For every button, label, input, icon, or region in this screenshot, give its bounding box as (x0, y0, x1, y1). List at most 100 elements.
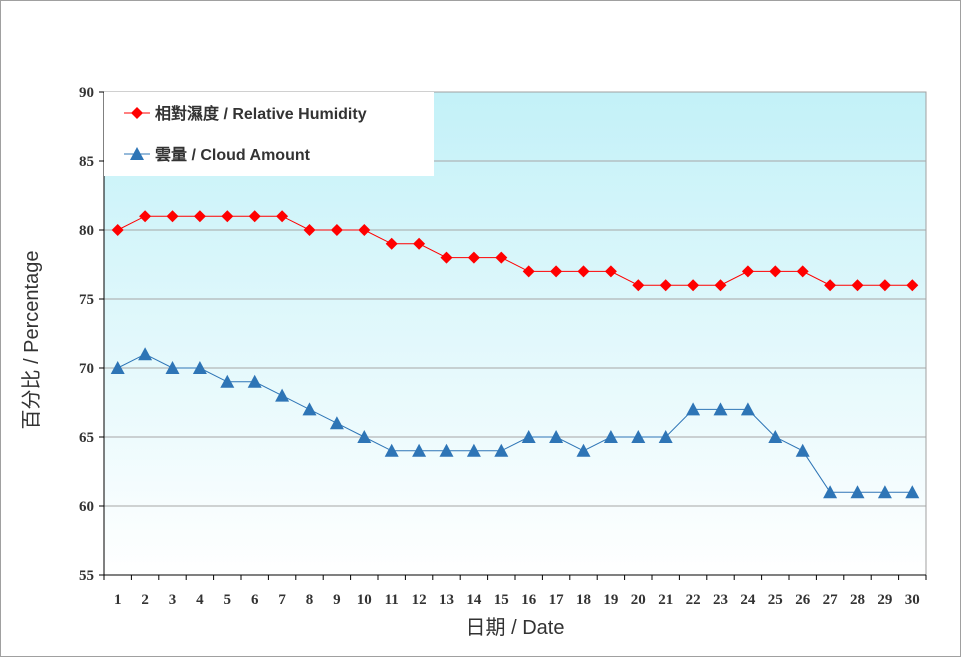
x-tick-label: 29 (877, 592, 892, 608)
data-point-humidity (878, 279, 891, 292)
x-tick-label: 28 (850, 592, 865, 608)
data-point-cloud (384, 443, 399, 457)
x-tick-label: 25 (768, 592, 783, 608)
data-point-cloud (220, 374, 235, 388)
x-tick-label: 5 (224, 592, 232, 608)
data-point-humidity (632, 279, 645, 292)
y-tick-label: 65 (79, 430, 94, 446)
data-point-humidity (221, 210, 234, 223)
x-tick-label: 26 (795, 592, 811, 608)
data-point-cloud (795, 443, 810, 457)
data-point-cloud (823, 485, 838, 499)
x-tick-label: 4 (196, 592, 204, 608)
legend-label-humidity: 相對濕度 / Relative Humidity (155, 104, 367, 123)
x-tick-label: 16 (521, 592, 537, 608)
data-point-humidity (276, 210, 289, 223)
data-point-cloud (713, 402, 728, 416)
y-tick-label: 60 (79, 499, 94, 515)
data-point-humidity (440, 251, 453, 264)
data-point-cloud (768, 430, 783, 443)
y-tick-label: 70 (79, 361, 94, 377)
data-point-cloud (549, 430, 564, 443)
data-point-cloud (850, 485, 865, 499)
data-point-cloud (686, 402, 701, 416)
data-point-cloud (603, 430, 618, 443)
data-point-cloud (877, 485, 892, 499)
y-axis-title: 百分比 / Percentage (20, 251, 43, 430)
data-point-cloud (192, 361, 207, 374)
x-tick-label: 2 (141, 592, 149, 608)
legend-diamond-icon (131, 107, 143, 119)
data-point-cloud (631, 430, 646, 443)
data-point-humidity (139, 210, 152, 223)
data-point-humidity (248, 210, 261, 223)
x-tick-label: 19 (603, 592, 618, 608)
data-point-humidity (687, 279, 700, 292)
data-point-humidity (193, 210, 206, 223)
data-point-cloud (905, 485, 920, 499)
x-tick-label: 10 (357, 592, 372, 608)
x-tick-label: 7 (278, 592, 286, 608)
data-point-humidity (358, 224, 371, 236)
data-point-cloud (494, 443, 509, 457)
data-point-humidity (522, 265, 535, 278)
data-point-cloud (439, 443, 454, 457)
data-point-humidity (577, 265, 590, 278)
data-point-humidity (303, 224, 316, 236)
data-point-humidity (385, 237, 398, 250)
data-point-cloud (110, 361, 125, 374)
data-point-cloud (466, 443, 481, 457)
data-point-cloud (302, 402, 317, 416)
x-tick-label: 23 (713, 592, 728, 608)
data-point-cloud (658, 430, 673, 443)
x-tick-label: 21 (658, 592, 673, 608)
data-point-humidity (604, 265, 617, 278)
y-tick-label: 90 (79, 85, 94, 101)
x-tick-label: 9 (333, 592, 341, 608)
data-point-humidity (851, 279, 864, 292)
x-tick-label: 27 (823, 592, 839, 608)
data-point-humidity (413, 237, 426, 250)
data-point-cloud (576, 443, 591, 457)
x-tick-label: 17 (549, 592, 565, 608)
x-axis-title: 日期 / Date (466, 617, 565, 639)
x-tick-label: 18 (576, 592, 591, 608)
data-point-humidity (659, 279, 672, 292)
data-point-cloud (275, 388, 290, 402)
x-tick-label: 22 (686, 592, 701, 608)
data-point-humidity (166, 210, 179, 223)
y-tick-label: 55 (79, 568, 94, 584)
data-point-cloud (521, 430, 536, 443)
y-tick-label: 85 (79, 154, 94, 170)
data-point-humidity (824, 279, 837, 292)
x-tick-label: 6 (251, 592, 259, 608)
x-tick-label: 3 (169, 592, 177, 608)
legend-triangle-icon (130, 147, 144, 160)
data-point-humidity (906, 279, 919, 292)
y-tick-label: 75 (79, 292, 94, 308)
legend: 相對濕度 / Relative Humidity 雲量 / Cloud Amou… (104, 92, 434, 176)
x-tick-label: 11 (385, 592, 399, 608)
data-point-humidity (111, 224, 124, 236)
x-tick-label: 24 (740, 592, 756, 608)
data-point-cloud (138, 347, 153, 361)
x-tick-label: 1 (114, 592, 122, 608)
x-tick-label: 15 (494, 592, 509, 608)
x-tick-label: 14 (466, 592, 482, 608)
x-tick-label: 20 (631, 592, 646, 608)
data-point-cloud (740, 402, 755, 416)
data-point-cloud (165, 361, 180, 374)
y-tick-label: 80 (79, 223, 94, 239)
legend-label-cloud: 雲量 / Cloud Amount (155, 146, 311, 164)
x-tick-label: 30 (905, 592, 920, 608)
data-point-cloud (357, 430, 372, 443)
data-point-humidity (550, 265, 563, 278)
data-point-humidity (467, 251, 480, 264)
x-tick-label: 8 (306, 592, 314, 608)
data-point-humidity (796, 265, 809, 278)
data-point-humidity (741, 265, 754, 278)
data-point-humidity (495, 251, 508, 264)
data-point-humidity (714, 279, 727, 292)
x-tick-label: 13 (439, 592, 454, 608)
data-point-cloud (412, 443, 427, 457)
